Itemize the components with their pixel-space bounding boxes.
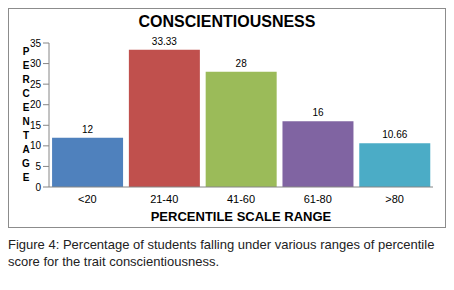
svg-text:>80: >80 [385, 193, 404, 205]
html-text:T: T [22, 130, 29, 141]
svg-text:21-40: 21-40 [150, 193, 178, 205]
html-text:R: R [22, 74, 30, 85]
svg-text:10: 10 [30, 140, 42, 151]
svg-text:12: 12 [82, 124, 94, 135]
svg-text:16: 16 [312, 107, 324, 118]
svg-text:15: 15 [30, 120, 42, 131]
svg-text:61-80: 61-80 [304, 193, 332, 205]
svg-text:30: 30 [30, 58, 42, 69]
svg-text:41-60: 41-60 [227, 193, 255, 205]
svg-text:<20: <20 [78, 193, 97, 205]
html-text:G: G [22, 158, 30, 169]
svg-text:35: 35 [30, 38, 42, 49]
svg-text:10.66: 10.66 [382, 129, 407, 140]
svg-text:25: 25 [30, 79, 42, 90]
html-text:E: E [22, 102, 30, 113]
svg-text:5: 5 [35, 161, 41, 172]
svg-text:20: 20 [30, 99, 42, 110]
svg-text:0: 0 [35, 182, 41, 193]
svg-text:PERCENTILE SCALE RANGE: PERCENTILE SCALE RANGE [151, 209, 332, 224]
svg-text:33.33: 33.33 [152, 36, 177, 47]
html-text:C: C [22, 88, 30, 99]
html-text:A: A [22, 144, 30, 155]
html-text:P: P [22, 46, 30, 57]
html-text:E: E [22, 172, 30, 183]
html-text:E: E [22, 60, 30, 71]
html-text:CONSCIENTIOUSNESS: CONSCIENTIOUSNESS [138, 13, 316, 30]
svg-text:28: 28 [236, 58, 248, 69]
html-text:Figure 4: Percentage of studen: Figure 4: Percentage of students falling… [8, 237, 435, 269]
html-text:N: N [22, 116, 30, 127]
